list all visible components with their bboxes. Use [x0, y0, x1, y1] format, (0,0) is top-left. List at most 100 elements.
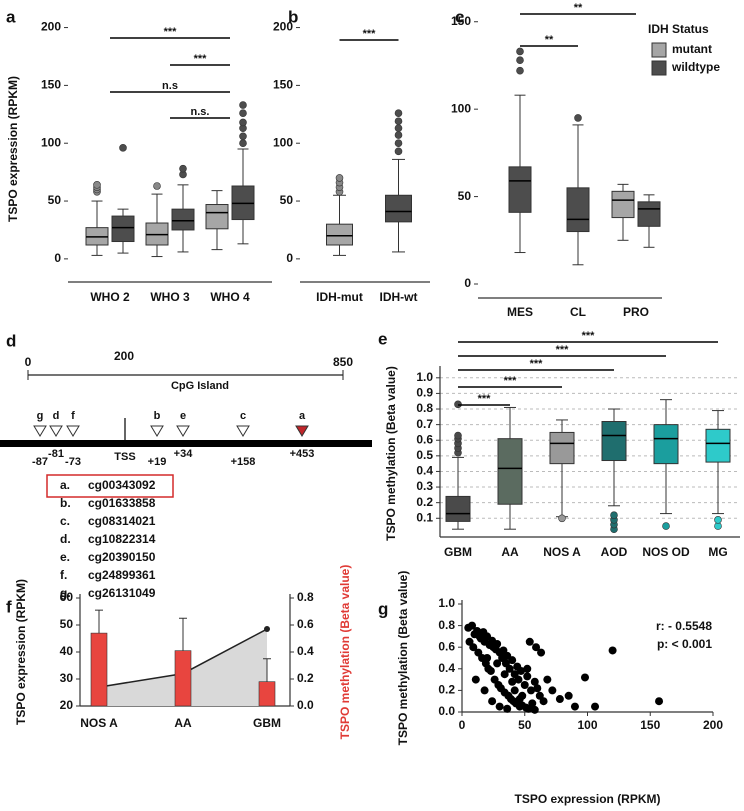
site-position: -87	[32, 456, 48, 468]
panel-letter: b	[288, 7, 298, 26]
y2-tick-label: 0.0	[297, 698, 314, 712]
point	[469, 643, 478, 652]
site-letter: g	[37, 410, 44, 422]
line-point	[264, 626, 270, 633]
x-tick-label: WHO 4	[210, 290, 250, 304]
annotation: r: - 0.5548	[656, 619, 712, 633]
point	[488, 697, 497, 706]
point	[548, 686, 557, 695]
x-tick-label: 200	[703, 718, 723, 732]
y-tick-label: 0.7	[416, 417, 433, 431]
annotation: p: < 0.001	[657, 637, 712, 651]
x-tick-label: 150	[640, 718, 660, 732]
box	[445, 495, 471, 522]
point	[570, 702, 579, 711]
area	[99, 629, 267, 706]
bar	[258, 681, 276, 707]
significance-label: ***	[194, 53, 208, 65]
outlier	[179, 164, 187, 173]
site-letter: a	[299, 410, 306, 422]
y-tick-label: 0.6	[416, 432, 433, 446]
y-tick-label: 0.9	[416, 386, 433, 400]
panel-letter: f	[6, 597, 12, 616]
x-tick-label: AA	[501, 545, 519, 559]
y-tick-label: 150	[451, 14, 471, 28]
box	[497, 438, 523, 505]
significance-label: ***	[504, 375, 518, 387]
outlier	[394, 109, 403, 117]
site-marker	[176, 425, 190, 437]
point	[471, 675, 480, 684]
outlier	[239, 139, 247, 148]
y-tick-label: 100	[451, 101, 471, 115]
outlier	[714, 516, 722, 524]
site-letter: c	[240, 410, 246, 422]
y-tick-label: 100	[273, 135, 293, 149]
scale-label: 850	[333, 355, 353, 369]
y-tick-label: 0.4	[438, 661, 455, 675]
tss-label: TSS	[114, 451, 135, 463]
significance-label: ***	[478, 393, 492, 405]
scale-label: 0	[25, 355, 32, 369]
box	[549, 431, 575, 465]
point	[515, 695, 524, 704]
site-position: -81	[48, 448, 64, 460]
significance-label: **	[545, 34, 554, 46]
probe-id: cg00343092	[88, 478, 156, 492]
probe-letter: e.	[60, 550, 70, 564]
panel-letter: c	[455, 7, 464, 26]
x-tick-label: MG	[708, 545, 727, 559]
outlier	[558, 514, 566, 523]
probe-id: cg01633858	[88, 496, 156, 510]
point	[525, 637, 534, 646]
y-tick-label: 50	[458, 189, 472, 203]
outlier	[239, 132, 247, 141]
outlier	[153, 182, 161, 190]
outlier	[610, 511, 618, 519]
probe-id: cg20390150	[88, 550, 156, 564]
point	[510, 686, 519, 695]
site-position: -73	[65, 456, 81, 468]
point	[503, 704, 512, 713]
probe-id: cg10822314	[88, 532, 156, 546]
point	[480, 686, 489, 695]
site-position: +453	[290, 448, 315, 460]
box	[171, 208, 195, 231]
y-tick-label: 200	[273, 20, 293, 34]
panel-letter: g	[378, 599, 388, 618]
box	[566, 187, 590, 233]
legend-label: mutant	[672, 42, 712, 56]
box	[205, 204, 229, 230]
y-tick-label: 60	[60, 590, 74, 604]
x-tick-label: IDH-mut	[316, 290, 363, 304]
box	[637, 201, 661, 227]
point	[533, 684, 542, 693]
site-marker	[33, 425, 47, 437]
panel-letter: a	[6, 7, 16, 26]
point	[543, 675, 552, 684]
point	[539, 697, 548, 706]
y-tick-label: 0.4	[416, 464, 433, 478]
y-tick-label: 0.3	[416, 479, 433, 493]
bar	[90, 632, 108, 707]
y-tick-label: 50	[60, 617, 74, 631]
y-tick-label: 0	[464, 276, 471, 290]
point	[486, 666, 495, 675]
y-tick-label: 0.6	[438, 639, 455, 653]
probe-letter: g.	[60, 586, 71, 600]
box	[611, 190, 635, 219]
point	[580, 673, 589, 682]
panel-letter: e	[378, 329, 387, 348]
promoter-bar	[0, 440, 372, 447]
y-axis-label: TSPO methylation (Beta value)	[396, 571, 410, 746]
y2-tick-label: 0.4	[297, 644, 314, 658]
outlier	[394, 139, 403, 148]
site-marker	[49, 425, 63, 437]
point	[500, 670, 509, 679]
bar	[174, 650, 192, 707]
site-marker	[295, 425, 309, 437]
point	[483, 654, 492, 662]
y-tick-label: 200	[41, 20, 61, 34]
y-tick-label: 0.2	[438, 683, 455, 697]
